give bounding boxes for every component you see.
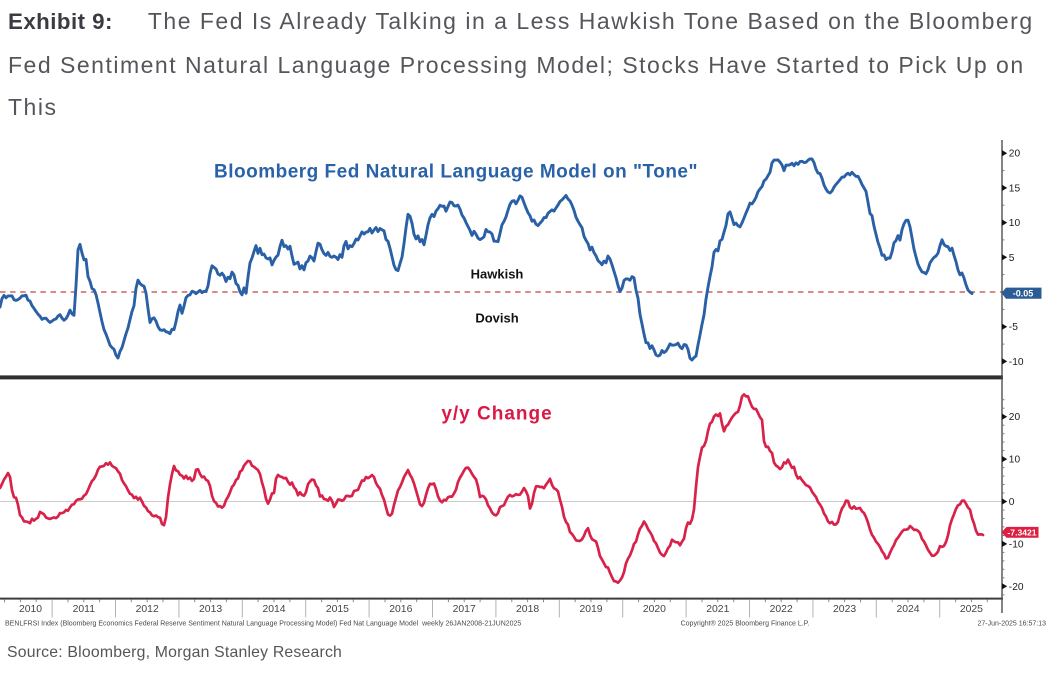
svg-text:20: 20 xyxy=(1009,412,1021,423)
svg-text:2017: 2017 xyxy=(453,604,476,615)
svg-text:2010: 2010 xyxy=(19,604,42,615)
svg-text:Bloomberg Fed Natural Language: Bloomberg Fed Natural Language Model on … xyxy=(214,162,698,183)
svg-text:y/y Change: y/y Change xyxy=(441,404,552,425)
svg-text:10: 10 xyxy=(1009,455,1021,466)
svg-text:2025: 2025 xyxy=(960,604,983,615)
svg-text:-7.3421: -7.3421 xyxy=(1007,528,1036,538)
svg-text:10: 10 xyxy=(1009,218,1021,229)
svg-text:27-Jun-2025 16:57:13: 27-Jun-2025 16:57:13 xyxy=(978,621,1047,628)
svg-text:-0.05: -0.05 xyxy=(1013,289,1034,299)
svg-text:-10: -10 xyxy=(1009,539,1024,550)
svg-text:2015: 2015 xyxy=(326,604,349,615)
svg-text:Hawkish: Hawkish xyxy=(471,267,524,282)
svg-text:-5: -5 xyxy=(1009,322,1018,333)
svg-text:2011: 2011 xyxy=(73,604,96,615)
svg-text:2020: 2020 xyxy=(643,604,666,615)
svg-text:2014: 2014 xyxy=(262,604,285,615)
svg-text:2023: 2023 xyxy=(833,604,856,615)
svg-text:2018: 2018 xyxy=(516,604,539,615)
svg-text:BENLFRSI Index (Bloomberg Econ: BENLFRSI Index (Bloomberg Economics Fede… xyxy=(5,621,521,628)
svg-text:2022: 2022 xyxy=(770,604,793,615)
svg-text:Dovish: Dovish xyxy=(475,311,518,326)
svg-text:2019: 2019 xyxy=(579,604,602,615)
svg-text:2016: 2016 xyxy=(389,604,412,615)
svg-text:20: 20 xyxy=(1009,149,1021,160)
svg-text:0: 0 xyxy=(1009,497,1015,508)
svg-text:15: 15 xyxy=(1009,183,1021,194)
svg-text:5: 5 xyxy=(1009,253,1015,264)
svg-text:-10: -10 xyxy=(1009,357,1024,368)
svg-text:Copyright® 2025 Bloomberg Fina: Copyright® 2025 Bloomberg Finance L.P. xyxy=(681,620,810,628)
svg-text:2024: 2024 xyxy=(896,604,919,615)
svg-text:2021: 2021 xyxy=(706,604,729,615)
svg-text:2013: 2013 xyxy=(199,604,222,615)
svg-text:2012: 2012 xyxy=(136,604,159,615)
svg-text:-20: -20 xyxy=(1009,582,1024,593)
